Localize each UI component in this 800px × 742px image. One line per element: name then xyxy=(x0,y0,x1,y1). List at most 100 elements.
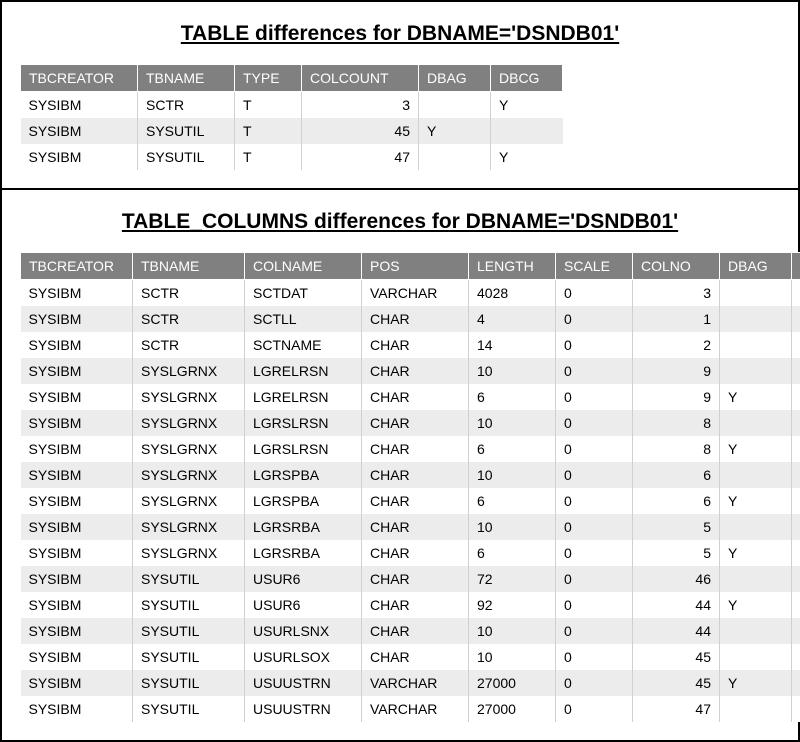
table-cell xyxy=(720,410,792,436)
table-cell: Y xyxy=(720,670,792,696)
t2-col-6: COLNO xyxy=(633,253,720,280)
t2-col-5: SCALE xyxy=(556,253,633,280)
table-cell: SYSIBM xyxy=(21,670,133,696)
table-cell: 0 xyxy=(556,644,633,670)
table-cell: SYSIBM xyxy=(21,306,133,332)
table-cell: CHAR xyxy=(362,358,469,384)
table-cell xyxy=(792,488,800,514)
table-cell: SYSLGRNX xyxy=(133,488,245,514)
table-cell: 8 xyxy=(633,410,720,436)
table-cell: USUUSTRN xyxy=(245,696,362,722)
table-cell: SYSLGRNX xyxy=(133,540,245,566)
table-cell: Y xyxy=(720,592,792,618)
table-cell: SYSIBM xyxy=(21,118,138,144)
table-cell: 6 xyxy=(469,436,556,462)
table-cell: SYSIBM xyxy=(21,280,133,307)
table-cell: 10 xyxy=(469,618,556,644)
table-cell: 45 xyxy=(633,670,720,696)
table-cell: SYSUTIL xyxy=(133,644,245,670)
table-cell: 5 xyxy=(633,514,720,540)
table-cell: SYSIBM xyxy=(21,436,133,462)
section1-title: TABLE differences for DBNAME='DSNDB01' xyxy=(20,22,780,46)
table-cell: SYSLGRNX xyxy=(133,384,245,410)
table-cell: 6 xyxy=(469,384,556,410)
table-cell: 0 xyxy=(556,436,633,462)
table-cell: 6 xyxy=(469,488,556,514)
table-cell: Y xyxy=(720,488,792,514)
table-cell: SYSLGRNX xyxy=(133,462,245,488)
table-cell: 10 xyxy=(469,358,556,384)
table-cell: Y xyxy=(792,306,800,332)
table-row: SYSIBMSYSLGRNXLGRSRBACHAR1005Y xyxy=(21,514,800,540)
table-cell: 10 xyxy=(469,644,556,670)
table-cell: 0 xyxy=(556,592,633,618)
table-cell: 6 xyxy=(633,488,720,514)
table-cell: 10 xyxy=(469,514,556,540)
table-cell xyxy=(720,306,792,332)
table-cell: SYSIBM xyxy=(21,696,133,722)
t2-col-0: TBCREATOR xyxy=(21,253,133,280)
table-cell: SYSLGRNX xyxy=(133,514,245,540)
table-row: SYSIBMSCTRT3Y xyxy=(21,92,563,119)
table-cell: VARCHAR xyxy=(362,280,469,307)
t2-col-4: LENGTH xyxy=(469,253,556,280)
table-cell: SYSIBM xyxy=(21,514,133,540)
table-cell: CHAR xyxy=(362,644,469,670)
table-row: SYSIBMSYSLGRNXLGRELRSNCHAR609Y xyxy=(21,384,800,410)
table-cell: SCTR xyxy=(133,280,245,307)
table-cell: USURLSOX xyxy=(245,644,362,670)
t1-col-3: COLCOUNT xyxy=(302,65,419,92)
table-cell: 5 xyxy=(633,540,720,566)
t1-col-4: DBAG xyxy=(419,65,491,92)
table-cell: CHAR xyxy=(362,410,469,436)
table2-body: SYSIBMSCTRSCTDATVARCHAR402803YSYSIBMSCTR… xyxy=(21,280,800,723)
table-cell: SYSUTIL xyxy=(133,696,245,722)
table-cell: 44 xyxy=(633,618,720,644)
table-cell: SYSIBM xyxy=(21,540,133,566)
table-cell xyxy=(792,436,800,462)
table-cell: LGRELRSN xyxy=(245,358,362,384)
t2-col-2: COLNAME xyxy=(245,253,362,280)
table-cell: SCTDAT xyxy=(245,280,362,307)
table-cell: 0 xyxy=(556,514,633,540)
table-row: SYSIBMSYSUTILUSUUSTRNVARCHAR27000047Y xyxy=(21,696,800,722)
table-row: SYSIBMSYSUTILUSUR6CHAR72046Y xyxy=(21,566,800,592)
table-cell: SYSUTIL xyxy=(138,144,235,170)
t2-col-8: DBCG xyxy=(792,253,800,280)
table-cell: 0 xyxy=(556,696,633,722)
table-cell: 4028 xyxy=(469,280,556,307)
table-cell: Y xyxy=(792,410,800,436)
table-cell: 0 xyxy=(556,280,633,307)
table-cell: CHAR xyxy=(362,514,469,540)
table-cell: SYSLGRNX xyxy=(133,436,245,462)
table-cell xyxy=(720,514,792,540)
table-row: SYSIBMSCTRSCTDATVARCHAR402803Y xyxy=(21,280,800,307)
table-cell xyxy=(792,592,800,618)
t2-col-3: POS xyxy=(362,253,469,280)
table-row: SYSIBMSYSUTILUSURLSOXCHAR10045Y xyxy=(21,644,800,670)
table-cell: CHAR xyxy=(362,462,469,488)
table-cell xyxy=(720,696,792,722)
table-cell: 47 xyxy=(633,696,720,722)
table-cell xyxy=(419,144,491,170)
table-cell: CHAR xyxy=(362,592,469,618)
table-cell xyxy=(720,644,792,670)
table-row: SYSIBMSYSUTILUSUR6CHAR92044Y xyxy=(21,592,800,618)
table-cell: SYSUTIL xyxy=(133,618,245,644)
table2-header-row: TBCREATORTBNAMECOLNAMEPOSLENGTHSCALECOLN… xyxy=(21,253,800,280)
table-cell: Y xyxy=(792,358,800,384)
table-cell: 0 xyxy=(556,566,633,592)
table-cell: USUUSTRN xyxy=(245,670,362,696)
table-row: SYSIBMSYSLGRNXLGRELRSNCHAR1009Y xyxy=(21,358,800,384)
table-cell: T xyxy=(235,118,302,144)
table-cell: CHAR xyxy=(362,436,469,462)
table-cell: SYSIBM xyxy=(21,644,133,670)
table-cell: 44 xyxy=(633,592,720,618)
table-cell xyxy=(792,670,800,696)
table-row: SYSIBMSYSUTILT47Y xyxy=(21,144,563,170)
table-cell xyxy=(792,384,800,410)
table-cell: Y xyxy=(792,618,800,644)
table-cell: 27000 xyxy=(469,670,556,696)
table-cell: SYSIBM xyxy=(21,144,138,170)
table-cell: USUR6 xyxy=(245,592,362,618)
